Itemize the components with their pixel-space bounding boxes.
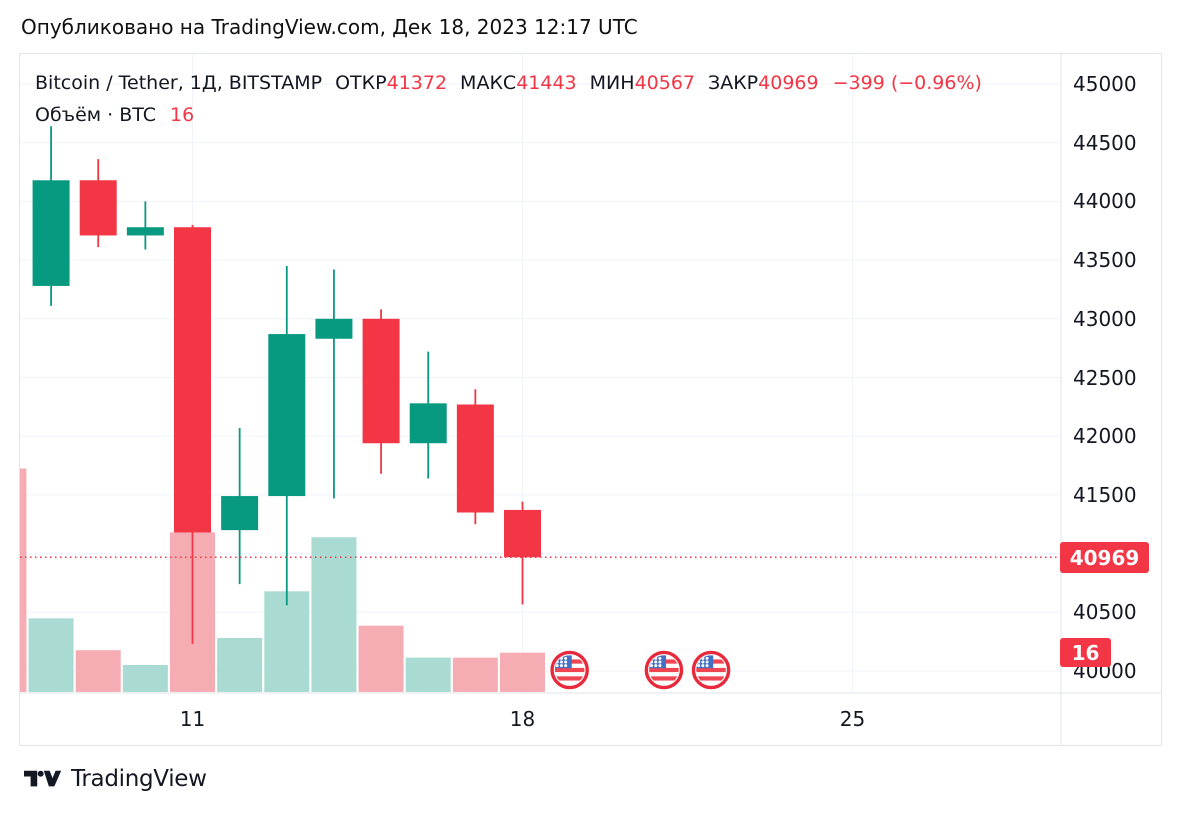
candle-body (362, 318, 400, 444)
ohlc-field-label: ОТКР (335, 72, 387, 94)
volume-bar (20, 468, 27, 692)
price-tick-label: 41500 (1073, 482, 1137, 507)
legend-ohlc-row: Bitcoin / Tether, 1Д, BITSTAMP ОТКР41372 М… (35, 70, 982, 96)
volume-bar (264, 591, 310, 692)
ohlc-field-value: 40567 (634, 72, 696, 94)
volume-bar (217, 637, 263, 692)
last-volume-badge: 16 (1060, 638, 1111, 667)
volume-label: Объём · BTC (35, 104, 157, 126)
candle-body (174, 227, 211, 533)
chart-canvas[interactable] (20, 54, 1161, 745)
time-tick-label: 11 (179, 707, 206, 731)
change-value: −399 (−0.96%) (832, 72, 982, 94)
candle-body (32, 180, 70, 286)
candle-body (504, 509, 542, 558)
price-tick-label: 42000 (1073, 424, 1137, 449)
us-flag-event-icon[interactable] (550, 650, 590, 690)
price-tick-label: 40500 (1073, 600, 1137, 625)
chart-frame: Bitcoin / Tether, 1Д, BITSTAMP ОТКР41372 М… (19, 53, 1162, 746)
tradingview-logo-icon (24, 770, 62, 787)
time-tick-label: 25 (839, 707, 866, 731)
us-flag-event-icon[interactable] (691, 650, 731, 690)
volume-bar (405, 657, 451, 692)
time-tick-label: 18 (509, 707, 536, 731)
volume-bar (311, 537, 357, 692)
volume-bar (500, 652, 546, 692)
ohlc-field-value: 40969 (758, 72, 819, 94)
ohlc-field-value: 41443 (516, 72, 577, 94)
candle-body (409, 403, 447, 444)
tradingview-logo[interactable]: TradingView (24, 766, 207, 792)
price-tick-label: 45000 (1073, 72, 1137, 96)
ohlc-field-value: 41372 (386, 72, 448, 94)
volume-bar (452, 657, 498, 692)
price-tick-label: 43000 (1073, 306, 1137, 331)
candle-body (126, 227, 164, 236)
tradingview-logo-text: TradingView (71, 766, 207, 792)
ohlc-field-label: МАКС (460, 72, 517, 94)
symbol-title[interactable]: Bitcoin / Tether, 1Д, BITSTAMP (35, 72, 323, 94)
last-price-badge: 40969 (1060, 542, 1149, 573)
publish-caption: Опубликовано на TradingView.com, Дек 18,… (21, 15, 638, 39)
candle-body (315, 318, 353, 339)
ohlc-values: ОТКР41372 МАКС41443 МИН40567 ЗАКР40969 (322, 72, 819, 94)
price-tick-label: 43500 (1073, 248, 1137, 273)
price-tick-label: 44500 (1073, 130, 1137, 155)
ohlc-field-label: ЗАКР (708, 72, 759, 94)
volume-bar (28, 618, 74, 692)
candle-body (268, 334, 306, 497)
ohlc-field-label: МИН (589, 72, 635, 94)
volume-bar (75, 650, 121, 692)
us-flag-event-icon[interactable] (644, 650, 684, 690)
candle-body (221, 496, 259, 531)
volume-value: 16 (170, 104, 195, 126)
candle-body (456, 404, 494, 513)
volume-bar (122, 664, 168, 692)
legend-volume-row: Объём · BTC 16 (35, 102, 982, 128)
chart-legend: Bitcoin / Tether, 1Д, BITSTAMP ОТКР41372 М… (35, 70, 982, 128)
candle-body (79, 180, 117, 236)
price-tick-label: 44000 (1073, 189, 1137, 214)
price-tick-label: 42500 (1073, 365, 1137, 390)
volume-bar (358, 625, 404, 692)
